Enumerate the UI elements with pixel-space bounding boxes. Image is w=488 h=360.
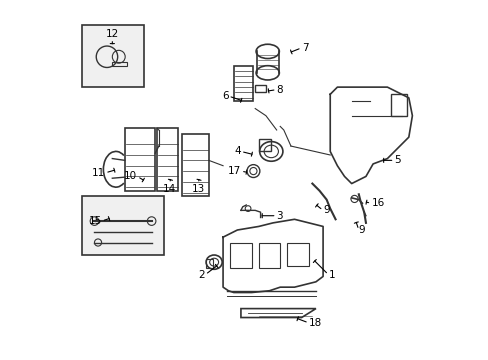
Bar: [112, 62, 126, 66]
Text: 13: 13: [191, 184, 204, 194]
Text: 15: 15: [88, 216, 102, 226]
Text: 10: 10: [124, 171, 137, 181]
Text: 2: 2: [198, 270, 205, 280]
Text: 4: 4: [234, 147, 241, 157]
Text: 14: 14: [163, 184, 176, 194]
Text: 5: 5: [394, 156, 400, 165]
Bar: [157, 128, 178, 191]
Text: 16: 16: [370, 198, 384, 208]
Text: 12: 12: [105, 29, 119, 39]
Text: 8: 8: [276, 85, 283, 95]
Text: 11: 11: [92, 168, 105, 178]
Text: 3: 3: [276, 211, 283, 221]
Bar: [82, 196, 164, 255]
Bar: [230, 243, 251, 267]
Text: 17: 17: [227, 166, 241, 176]
Bar: [258, 139, 271, 152]
Bar: [390, 94, 406, 116]
Bar: [255, 85, 265, 93]
Bar: [124, 128, 155, 191]
Bar: [82, 24, 144, 87]
Bar: [182, 134, 208, 196]
Text: 1: 1: [328, 270, 334, 280]
Bar: [287, 243, 308, 266]
Text: 9: 9: [358, 225, 365, 235]
Bar: [233, 66, 253, 102]
Bar: [258, 243, 280, 267]
Text: 9: 9: [323, 205, 329, 215]
Text: 6: 6: [222, 91, 228, 101]
Bar: [205, 258, 213, 267]
Text: 18: 18: [308, 318, 322, 328]
Text: 7: 7: [301, 43, 307, 53]
